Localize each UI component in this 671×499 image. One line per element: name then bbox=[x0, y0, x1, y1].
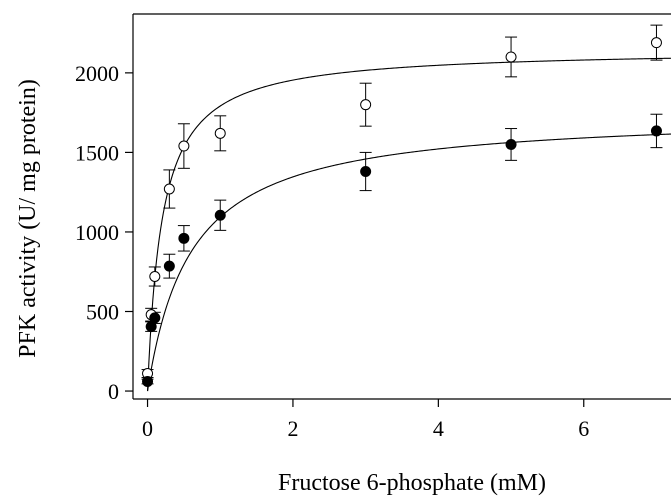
filled-circle-point bbox=[360, 166, 372, 177]
x-tick-label: 6 bbox=[578, 416, 589, 441]
fit-curves bbox=[146, 57, 671, 392]
open-circle-point bbox=[178, 140, 190, 152]
filled-circle-point bbox=[178, 232, 190, 244]
fit-curve-0 bbox=[146, 57, 671, 392]
x-tick-label: 4 bbox=[433, 416, 444, 441]
open-circle-point bbox=[650, 37, 662, 49]
y-tick-label: 1000 bbox=[75, 220, 119, 245]
error-bars bbox=[141, 24, 663, 385]
x-axis-title: Fructose 6-phosphate (mM) bbox=[278, 470, 546, 496]
y-tick-label: 1500 bbox=[75, 140, 119, 165]
x-tick-label: 0 bbox=[142, 416, 153, 441]
axes bbox=[125, 13, 671, 407]
y-tick-label: 500 bbox=[86, 300, 119, 325]
filled-circle-point bbox=[650, 125, 662, 137]
tick-labels: 0 500 1000 1500 2000 0 2 4 6 bbox=[75, 61, 589, 441]
open-circle-point bbox=[214, 127, 226, 139]
open-circle-point bbox=[149, 271, 161, 282]
filled-circle-point bbox=[214, 209, 226, 221]
y-axis-title: PFK activity (U/ mg protein) bbox=[15, 79, 41, 358]
fit-curve-1 bbox=[146, 133, 671, 392]
y-tick-label: 0 bbox=[108, 379, 119, 404]
open-circle-point bbox=[360, 99, 372, 111]
open-circle-point bbox=[163, 183, 175, 195]
filled-circle-point bbox=[149, 312, 161, 324]
filled-circle-point bbox=[142, 376, 154, 387]
y-tick-label: 2000 bbox=[75, 61, 119, 86]
open-circle-point bbox=[505, 51, 517, 63]
data-points bbox=[142, 37, 662, 387]
filled-circle-point bbox=[163, 260, 175, 272]
x-tick-label: 2 bbox=[287, 416, 298, 441]
filled-circle-point bbox=[505, 138, 517, 150]
